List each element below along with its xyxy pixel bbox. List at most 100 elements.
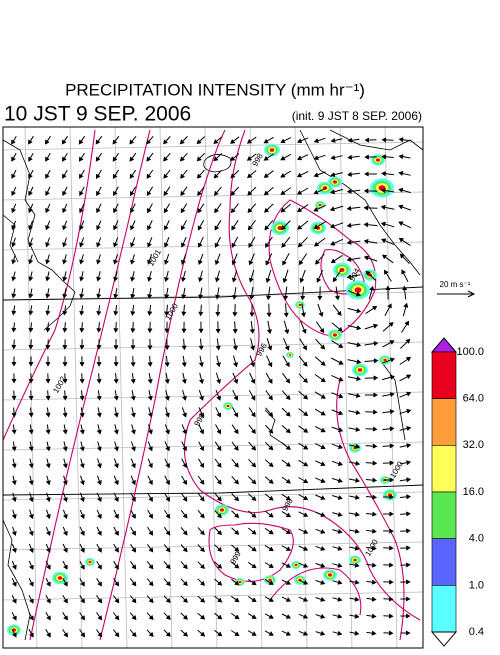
wind-vector <box>164 253 170 265</box>
wind-vector <box>79 305 85 316</box>
wind-vector <box>265 236 273 248</box>
wind-vector <box>46 509 51 520</box>
wind-vector <box>231 407 239 418</box>
wind-vector <box>281 407 291 417</box>
wind-vector <box>398 171 411 176</box>
wind-vector <box>214 253 221 266</box>
wind-vector <box>96 475 102 486</box>
wind-vector <box>196 136 206 145</box>
wind-vector <box>62 373 68 384</box>
wind-vector <box>163 526 171 536</box>
wind-vector <box>63 492 68 503</box>
wind-vector <box>96 407 102 418</box>
wind-vector <box>28 305 34 316</box>
precip-cell <box>383 358 387 362</box>
wind-vector <box>366 596 377 602</box>
wind-vector <box>282 253 290 266</box>
wind-vector <box>264 527 274 535</box>
wind-vector <box>214 236 221 248</box>
wind-vector <box>282 373 291 384</box>
wind-vector <box>249 355 256 368</box>
wind-vector <box>79 390 85 401</box>
wind-vector <box>45 152 51 162</box>
valid-time: 10 JST 9 SEP. 2006 <box>4 103 191 126</box>
wind-vector <box>28 135 34 145</box>
wind-vector <box>264 476 274 484</box>
wind-vector <box>62 458 68 469</box>
wind-vector <box>315 545 326 551</box>
wind-vector <box>147 254 153 265</box>
wind-vector <box>45 254 50 265</box>
wind-vector <box>79 526 85 537</box>
wind-vector <box>281 493 292 501</box>
wind-vector <box>249 321 255 334</box>
wind-vector <box>282 269 289 284</box>
wind-vector <box>146 186 154 197</box>
wind-vector <box>180 220 187 231</box>
longitude-line <box>24 126 38 649</box>
wind-vector <box>248 253 255 266</box>
wind-vector <box>214 203 222 214</box>
wind-vector <box>230 169 240 179</box>
wind-vector <box>45 356 51 367</box>
wind-vector <box>214 527 223 536</box>
wind-vector <box>247 527 257 535</box>
wind-vector <box>96 322 102 333</box>
wind-vector <box>299 338 307 351</box>
wind-vector <box>197 458 205 469</box>
wind-vector <box>28 407 34 418</box>
wind-vector <box>28 594 34 604</box>
wind-vector <box>164 372 170 385</box>
wind-vector <box>265 390 273 401</box>
wind-vector <box>298 253 308 266</box>
wind-vector <box>147 441 153 452</box>
wind-vector <box>163 169 171 179</box>
wind-vector <box>246 153 257 161</box>
wind-vector <box>113 407 119 418</box>
wind-vector <box>198 287 203 300</box>
wind-vector <box>196 152 205 162</box>
wind-vector <box>79 424 85 435</box>
wind-vector <box>346 206 361 211</box>
wind-vector <box>382 340 395 348</box>
wind-vector <box>180 578 188 587</box>
wind-vector <box>28 254 33 265</box>
latitude-line <box>2 591 424 601</box>
wind-vector <box>346 257 361 262</box>
wind-vector <box>28 356 34 367</box>
wind-vector <box>347 342 362 348</box>
wind-vector <box>365 477 378 483</box>
wind-vector <box>97 441 102 452</box>
wind-vector <box>384 303 392 316</box>
wind-vector <box>80 458 85 469</box>
wind-vector <box>280 137 292 144</box>
wind-vector <box>264 220 274 231</box>
wind-vector <box>181 441 187 452</box>
wind-vector <box>163 152 171 162</box>
colorbar-label: 100.0 <box>456 346 484 358</box>
wind-vector <box>248 424 256 435</box>
wind-vector <box>129 169 137 179</box>
wind-vector <box>62 152 68 162</box>
wind-vector <box>281 390 291 401</box>
wind-vector <box>297 154 309 161</box>
wind-vector <box>130 356 136 367</box>
wind-vector <box>248 441 257 451</box>
wind-vector <box>11 169 17 179</box>
precip-cell <box>57 576 63 580</box>
wind-vector <box>296 204 309 212</box>
wind-vector <box>249 372 256 385</box>
wind-vector <box>180 526 188 536</box>
reference-vector-label: 20 m s⁻¹ <box>440 280 471 289</box>
wind-vector <box>46 475 51 486</box>
wind-vector <box>315 631 326 636</box>
wind-vector <box>96 203 102 214</box>
wind-vector <box>62 169 68 179</box>
wind-vector <box>181 304 187 317</box>
wind-vector <box>347 325 362 331</box>
wind-vector <box>199 355 204 368</box>
wind-vector <box>29 492 34 503</box>
wind-vector <box>231 630 240 637</box>
wind-vector <box>231 424 239 435</box>
wind-vector <box>79 595 85 604</box>
